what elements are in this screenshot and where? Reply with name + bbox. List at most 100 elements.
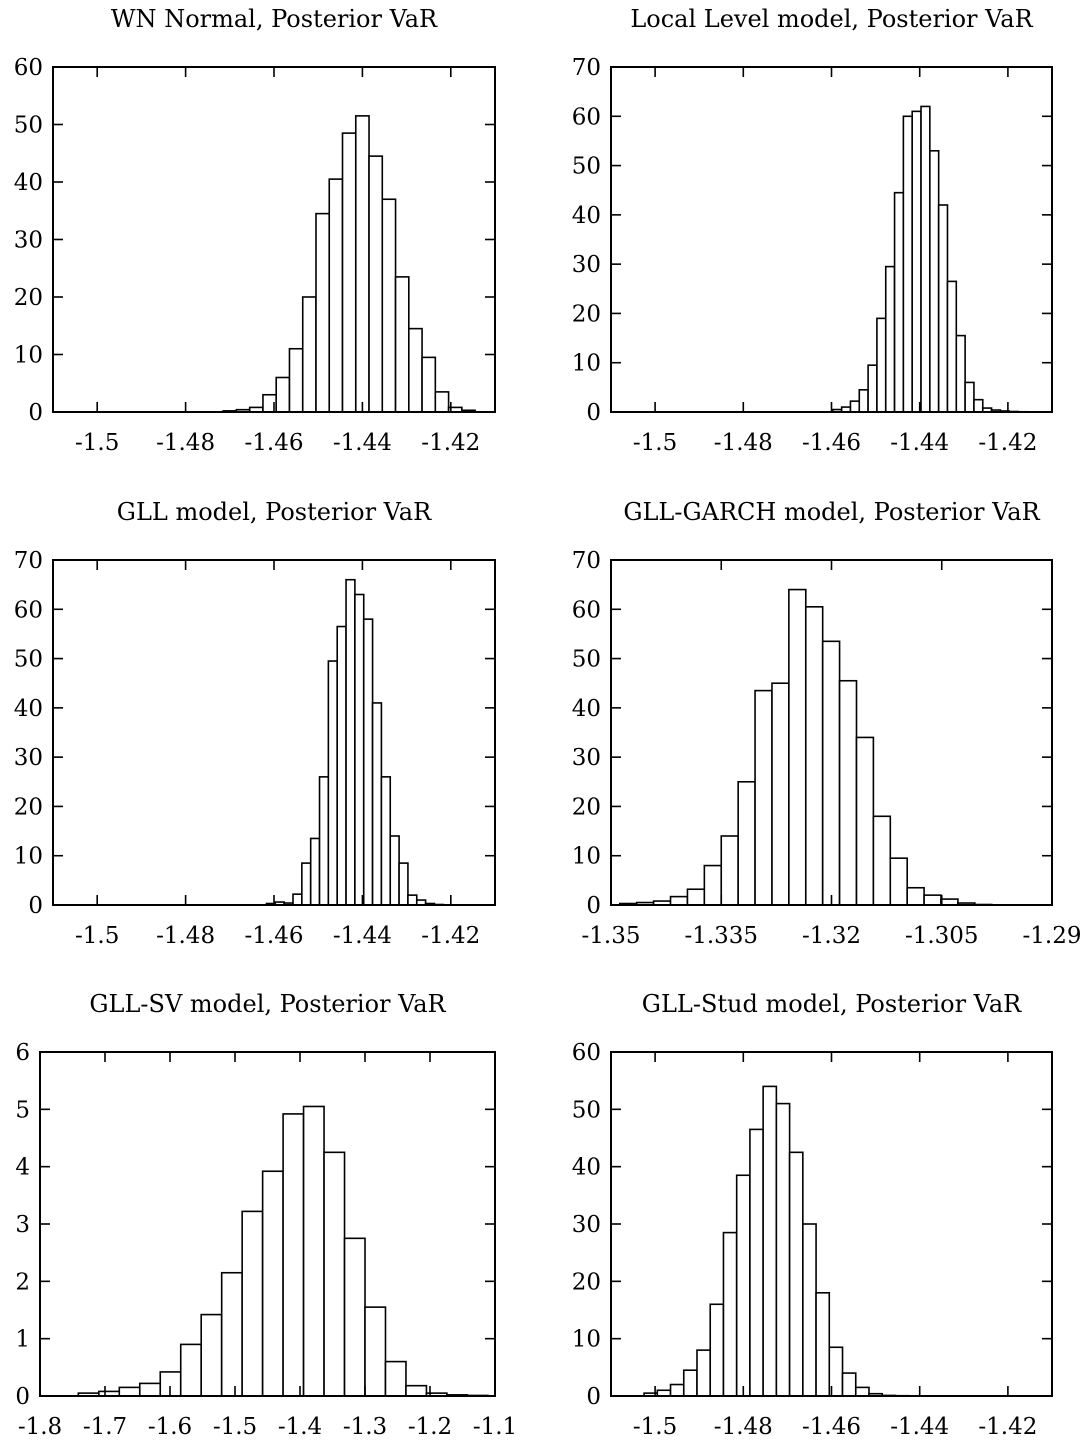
- y-tick-label: 30: [14, 745, 43, 771]
- histogram-bar: [323, 1151, 346, 1397]
- x-tick-label: -1.5: [633, 1414, 677, 1440]
- histogram-bar: [179, 1343, 203, 1397]
- y-tick-label: 60: [572, 104, 601, 130]
- histogram-bar: [771, 682, 790, 906]
- histogram-bar: [368, 155, 384, 413]
- y-tick-label: 60: [14, 55, 43, 81]
- y-tick-label: 0: [28, 400, 43, 426]
- x-tick-label: -1.32: [802, 923, 861, 949]
- histogram-bar: [336, 625, 347, 906]
- histogram-bar: [858, 389, 869, 413]
- y-tick-label: 4: [15, 1155, 30, 1181]
- y-tick-label: 50: [572, 647, 601, 673]
- x-tick-label: -1.8: [18, 1414, 62, 1440]
- histogram-bar: [854, 1386, 870, 1397]
- y-tick-label: 60: [572, 1040, 601, 1066]
- y-tick-label: 0: [15, 1384, 30, 1410]
- histogram-bar: [301, 862, 312, 906]
- y-tick-label: 10: [572, 844, 601, 870]
- y-tick-label: 60: [572, 597, 601, 623]
- x-tick-label: -1.42: [421, 430, 480, 456]
- histogram-bar: [884, 265, 896, 413]
- y-tick-label: 30: [572, 745, 601, 771]
- x-tick-label: -1.5: [75, 923, 119, 949]
- y-tick-label: 1: [15, 1327, 30, 1353]
- y-tick-label: 70: [572, 548, 601, 574]
- histogram-bar: [362, 618, 374, 906]
- chart-title: GLL-Stud model, Posterior VaR: [642, 990, 1022, 1018]
- x-tick-label: -1.42: [421, 923, 480, 949]
- x-tick-label: -1.44: [333, 430, 392, 456]
- y-tick-label: 2: [15, 1269, 30, 1295]
- y-tick-label: 20: [14, 285, 43, 311]
- histogram-bar: [328, 178, 344, 413]
- histogram-bar: [421, 356, 437, 413]
- histogram-bar: [937, 204, 949, 413]
- chart-title: Local Level model, Posterior VaR: [630, 5, 1033, 33]
- histogram-bar: [686, 888, 706, 906]
- histogram-bar: [398, 862, 409, 906]
- histogram-bar: [929, 149, 940, 413]
- histogram-bar: [955, 334, 966, 413]
- chart-title: GLL model, Posterior VaR: [117, 498, 432, 526]
- panel-wn-normal: WN Normal, Posterior VaR 0 10 20 30 40 50 60 -1…: [14, 5, 496, 456]
- histogram-bar: [804, 606, 824, 906]
- histogram-bar: [315, 212, 331, 413]
- y-tick-label: 20: [14, 794, 43, 820]
- y-tick-label: 30: [572, 1212, 601, 1238]
- histogram-bar: [302, 1105, 325, 1397]
- histogram-bar: [775, 1102, 791, 1397]
- y-tick-label: 10: [572, 351, 601, 377]
- histogram-bar: [964, 381, 975, 413]
- x-tick-label: -1.44: [890, 430, 949, 456]
- y-tick-label: 0: [586, 893, 601, 919]
- histogram-bar: [788, 1151, 804, 1397]
- histogram-bar: [345, 578, 356, 906]
- y-tick-label: 5: [15, 1097, 30, 1123]
- y-tick-label: 60: [14, 597, 43, 623]
- y-tick-label: 20: [572, 1269, 601, 1295]
- x-tick-label: -1.5: [213, 1414, 257, 1440]
- histogram-bar: [669, 1383, 685, 1397]
- histogram-bar: [946, 280, 958, 413]
- histogram-bar: [380, 776, 392, 906]
- histogram-bar: [261, 1170, 284, 1397]
- histogram-bar: [354, 593, 365, 906]
- histogram-bar: [389, 835, 400, 906]
- chart-title: WN Normal, Posterior VaR: [111, 5, 438, 33]
- x-tick-label: -1.48: [156, 430, 215, 456]
- histogram-bar: [902, 115, 914, 413]
- x-tick-label: -1.35: [582, 923, 641, 949]
- y-tick-label: 10: [14, 343, 43, 369]
- panel-gll-garch: GLL-GARCH model, Posterior VaR 0 10 20 30 40…: [572, 498, 1082, 949]
- y-tick-label: 40: [572, 1155, 601, 1181]
- histogram-bar: [762, 1085, 778, 1397]
- panel-local-level: Local Level model, Posterior VaR 0 10 20 30…: [572, 5, 1053, 456]
- histogram-bar: [876, 317, 887, 413]
- histogram-bar: [802, 1223, 817, 1397]
- histogram-bar: [384, 1360, 407, 1397]
- histogram-bar: [407, 894, 418, 906]
- histogram-bar: [737, 780, 756, 906]
- histogram-bar: [434, 391, 450, 413]
- histogram-bar: [118, 1386, 141, 1397]
- x-tick-label: -1.29: [1023, 923, 1082, 949]
- plot-frame: [610, 66, 1053, 413]
- histogram-bar: [906, 886, 925, 906]
- y-tick-label: 0: [586, 400, 601, 426]
- histogram-bar: [709, 1303, 725, 1397]
- histogram-bar: [703, 864, 723, 906]
- histogram-bar: [405, 1384, 428, 1397]
- histogram-bar: [893, 191, 905, 413]
- y-tick-label: 70: [572, 55, 601, 81]
- y-tick-label: 70: [14, 548, 43, 574]
- y-tick-label: 10: [14, 844, 43, 870]
- histogram-bar: [923, 894, 942, 906]
- histogram-bar: [841, 1372, 857, 1397]
- chart-title: GLL-SV model, Posterior VaR: [89, 990, 446, 1018]
- histogram-bar: [872, 815, 892, 906]
- x-tick-label: -1.48: [714, 1414, 773, 1440]
- histogram-bar: [889, 857, 908, 906]
- histogram-bar: [682, 1369, 698, 1397]
- x-tick-label: -1.4: [278, 1414, 322, 1440]
